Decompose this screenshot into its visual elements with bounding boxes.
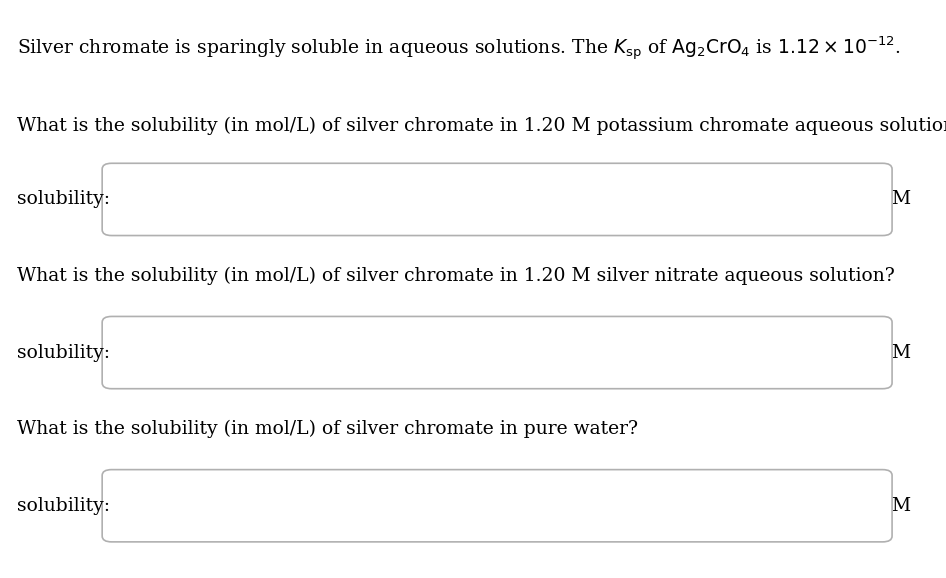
Text: solubility:: solubility: bbox=[17, 343, 110, 362]
Text: Silver chromate is sparingly soluble in aqueous solutions. The $K_{\mathrm{sp}}$: Silver chromate is sparingly soluble in … bbox=[17, 35, 901, 63]
Text: What is the solubility (in mol/L) of silver chromate in 1.20 M potassium chromat: What is the solubility (in mol/L) of sil… bbox=[17, 117, 946, 135]
Text: solubility:: solubility: bbox=[17, 190, 110, 209]
Text: What is the solubility (in mol/L) of silver chromate in 1.20 M silver nitrate aq: What is the solubility (in mol/L) of sil… bbox=[17, 267, 895, 286]
Text: solubility:: solubility: bbox=[17, 497, 110, 515]
Text: M: M bbox=[891, 190, 910, 209]
Text: M: M bbox=[891, 343, 910, 362]
Text: What is the solubility (in mol/L) of silver chromate in pure water?: What is the solubility (in mol/L) of sil… bbox=[17, 420, 638, 438]
FancyBboxPatch shape bbox=[102, 163, 892, 236]
FancyBboxPatch shape bbox=[102, 469, 892, 542]
FancyBboxPatch shape bbox=[102, 316, 892, 388]
Text: M: M bbox=[891, 497, 910, 515]
